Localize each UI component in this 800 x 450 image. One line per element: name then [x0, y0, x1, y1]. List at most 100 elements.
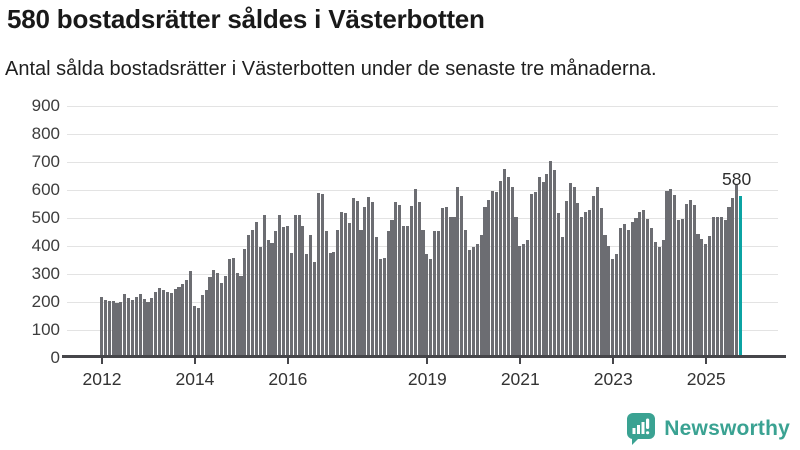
bar	[491, 190, 495, 358]
bar	[704, 243, 708, 358]
x-axis-label: 2023	[593, 369, 633, 389]
bar	[266, 240, 270, 358]
bar	[580, 216, 584, 358]
bar	[185, 279, 189, 358]
bar	[452, 216, 456, 358]
bar	[165, 291, 169, 358]
bar	[599, 207, 603, 358]
bar	[634, 218, 638, 358]
bar	[223, 276, 228, 358]
bar	[262, 215, 266, 358]
bar	[274, 231, 278, 358]
x-axis-label: 2021	[500, 369, 540, 389]
x-axis-label: 2014	[175, 369, 215, 389]
bar	[231, 257, 235, 358]
bar	[448, 217, 452, 358]
bar	[553, 170, 557, 358]
bar	[324, 231, 328, 358]
bar	[475, 243, 479, 358]
bar	[669, 188, 673, 358]
bar	[270, 243, 274, 358]
bar	[220, 282, 224, 358]
bar	[127, 297, 131, 358]
bar	[479, 234, 483, 358]
bar	[146, 302, 150, 358]
bar	[545, 174, 549, 358]
bar	[646, 218, 650, 358]
bar	[409, 205, 413, 358]
bar	[684, 204, 688, 358]
bar	[456, 187, 460, 358]
bar	[239, 276, 243, 358]
bar	[425, 253, 429, 358]
bar	[700, 238, 704, 358]
bar	[258, 247, 262, 358]
x-axis-tick	[426, 358, 429, 364]
y-axis-label: 0	[50, 348, 60, 367]
bar	[572, 186, 576, 358]
bar	[587, 209, 592, 358]
bar	[192, 306, 197, 358]
bar	[467, 250, 472, 358]
bar	[173, 288, 177, 358]
bar	[313, 261, 317, 358]
bar	[692, 204, 696, 358]
bar	[158, 288, 162, 358]
bar	[622, 224, 626, 358]
bar	[661, 240, 665, 358]
bar	[464, 230, 468, 358]
brand-name: Newsworthy	[664, 417, 790, 440]
bar	[347, 223, 351, 358]
x-axis-tick	[705, 358, 708, 364]
bar	[460, 195, 464, 358]
bar	[107, 301, 111, 358]
bar	[142, 299, 146, 358]
bar	[649, 227, 654, 358]
bar	[111, 301, 115, 358]
bar	[169, 293, 173, 358]
bar	[278, 214, 282, 358]
bar	[363, 207, 367, 358]
bar	[332, 252, 336, 358]
bar	[638, 212, 642, 358]
bar	[584, 212, 588, 358]
y-axis-label: 800	[31, 124, 60, 143]
bar	[227, 258, 231, 358]
bar	[618, 227, 623, 358]
bar	[514, 216, 518, 358]
bar	[642, 210, 646, 358]
bar	[351, 197, 355, 358]
bar	[402, 225, 406, 358]
bar	[537, 176, 541, 358]
x-axis-label: 2012	[82, 369, 122, 389]
bar	[138, 294, 142, 358]
gridline	[67, 161, 778, 163]
bar	[374, 237, 379, 358]
newsworthy-logo-icon	[627, 413, 656, 445]
y-axis-label: 600	[31, 180, 60, 199]
bar	[115, 302, 119, 358]
bar	[123, 294, 127, 358]
bar	[413, 189, 417, 358]
bar	[340, 212, 344, 358]
highlighted-bar	[739, 195, 743, 358]
x-axis-label: 2019	[407, 369, 447, 389]
bar	[564, 201, 568, 358]
bar	[405, 225, 410, 358]
bar	[688, 199, 692, 358]
bar	[316, 193, 320, 358]
bar	[200, 295, 204, 358]
bar	[100, 296, 104, 358]
bar	[343, 213, 348, 358]
bar	[607, 246, 611, 358]
bar	[429, 258, 433, 358]
bar	[727, 207, 731, 358]
bar	[526, 240, 530, 358]
bar	[677, 219, 681, 358]
bar	[150, 297, 154, 358]
chart-subtitle: Antal sålda bostadsrätter i Västerbotten…	[5, 58, 657, 80]
bar	[440, 208, 444, 358]
bar	[367, 196, 371, 358]
bar	[657, 246, 661, 358]
